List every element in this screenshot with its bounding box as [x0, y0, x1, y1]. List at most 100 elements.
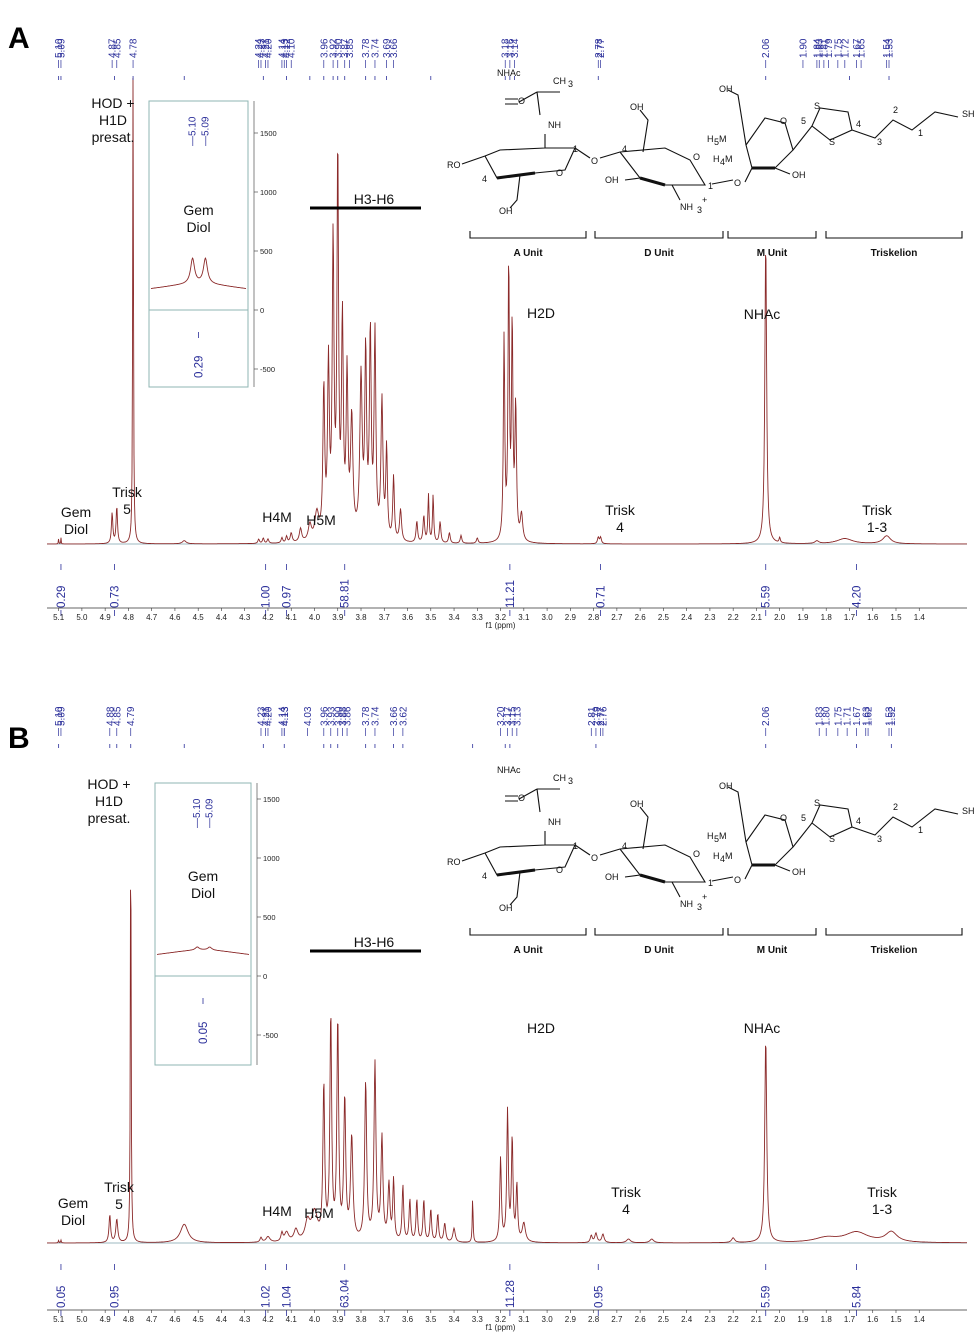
- ch2oh-a: [509, 174, 521, 209]
- annotation-gem-diol: Gem Diol: [61, 504, 91, 537]
- peak-label: 3.86: [343, 706, 354, 726]
- acetyl-bond: [505, 788, 560, 813]
- x-tick-label: 5.0: [76, 1315, 88, 1324]
- panel-label: A: [8, 22, 30, 55]
- peak-label: 3.74: [370, 38, 381, 58]
- peak-label: 4.23: [256, 38, 267, 58]
- ring-a-bold: [496, 868, 536, 877]
- peak-label: 4.87: [108, 38, 119, 58]
- ro-bond: [461, 852, 486, 862]
- label-h4m: H: [713, 851, 720, 861]
- annotation-trisk-5: Trisk 5: [112, 484, 143, 517]
- peak-label: 1.80: [822, 706, 833, 726]
- peak-label: 3.15: [508, 706, 519, 726]
- label-s1: S: [814, 101, 820, 111]
- inset-frame: [154, 782, 252, 1066]
- inset-annotation: Gem Diol: [188, 868, 218, 901]
- label-oh-m2: OH: [792, 170, 806, 180]
- inset-y-tick-label: 500: [263, 913, 276, 922]
- label-d1: 1: [708, 878, 713, 888]
- label-o-ring-a: O: [556, 865, 563, 875]
- label-s2: S: [829, 834, 835, 844]
- o-link-bond: [744, 864, 753, 880]
- peak-label: 2.79: [591, 706, 602, 726]
- peak-label: 3.16: [505, 38, 516, 58]
- glyco-bond-2: [711, 179, 734, 185]
- label-nh3: NH: [680, 899, 693, 909]
- peak-label: 3.78: [361, 706, 372, 726]
- x-tick-label: 3.4: [448, 1315, 460, 1324]
- integral-value: 63.04: [340, 1279, 352, 1308]
- peak-label: 4.79: [126, 706, 137, 726]
- peak-label: 3.18: [501, 38, 512, 58]
- peak-label: 1.83: [815, 706, 826, 726]
- x-tick-label: 1.6: [867, 1315, 879, 1324]
- x-tick-label: 2.3: [704, 613, 716, 622]
- x-tick-label: 4.0: [309, 1315, 321, 1324]
- peak-label: 2.81: [587, 706, 598, 726]
- inset-y-tick-label: 0: [263, 972, 267, 981]
- label-s2: S: [829, 137, 835, 147]
- label-h5m-sub: 5: [714, 834, 719, 844]
- x-tick-label: 4.8: [123, 1315, 135, 1324]
- x-tick-label: 1.4: [914, 613, 926, 622]
- x-tick-label: 4.3: [239, 613, 251, 622]
- peak-label: 1.71: [843, 706, 854, 726]
- peak-label: 4.21: [261, 706, 272, 726]
- peak-label: 1.67: [852, 706, 863, 726]
- x-tick-label: 4.9: [100, 613, 112, 622]
- label-nh3-sup: +: [702, 892, 707, 902]
- integral-value: 5.84: [851, 1285, 863, 1308]
- x-tick-label: 4.6: [169, 613, 181, 622]
- annotation-h5m: H5M: [304, 1205, 334, 1221]
- x-tick-label: 3.7: [379, 1315, 391, 1324]
- peak-label: 4.20: [263, 38, 274, 58]
- inset-y-tick-label: -500: [260, 365, 275, 374]
- label-nh3-sub: 3: [697, 902, 702, 912]
- annotation-h2d: H2D: [527, 305, 555, 321]
- peak-label: 3.17: [503, 706, 514, 726]
- label-h4m-sub: 4: [720, 854, 725, 864]
- x-tick-label: 3.6: [402, 1315, 414, 1324]
- peak-label: 1.83: [815, 38, 826, 58]
- peak-label: 1.62: [864, 706, 875, 726]
- x-tick-label: 3.1: [518, 1315, 530, 1324]
- peak-label: 4.03: [303, 706, 314, 726]
- x-tick-label: 3.3: [472, 613, 484, 622]
- x-tick-label: 3.9: [332, 1315, 344, 1324]
- inset-y-tick-label: 1000: [260, 188, 277, 197]
- label-nhac: NHAc: [497, 765, 521, 775]
- label-o-glyco-1: O: [591, 156, 598, 166]
- inset-y-tick-label: -500: [263, 1031, 278, 1040]
- oh-m-bond: [774, 864, 791, 872]
- label-sh: SH: [962, 109, 975, 119]
- peak-label: 1.65: [857, 38, 868, 58]
- peak-label: 1.53: [885, 706, 896, 726]
- annotation-h3-h6: H3-H6: [354, 934, 395, 950]
- inset-y-tick-label: 0: [260, 306, 264, 315]
- x-tick-label: 2.2: [728, 1315, 740, 1324]
- x-tick-label: 4.4: [216, 1315, 228, 1324]
- x-tick-label: 4.5: [193, 1315, 205, 1324]
- peak-label: 4.13: [280, 706, 291, 726]
- x-tick-label: 2.4: [681, 1315, 693, 1324]
- label-t1: 1: [918, 825, 923, 835]
- x-tick-label: 2.5: [658, 613, 670, 622]
- peak-label: 4.14: [277, 38, 288, 58]
- ring-d-bold: [639, 873, 666, 884]
- x-tick-label: 2.5: [658, 1315, 670, 1324]
- glyco-bond-1: [574, 844, 591, 856]
- x-tick-label: 2.9: [565, 1315, 577, 1324]
- annotation-h5m: H5M: [306, 512, 336, 528]
- label-s1: S: [814, 798, 820, 808]
- x-tick-label: 3.4: [448, 613, 460, 622]
- inset-integral: 0.29: [194, 356, 206, 378]
- unit-bracket: [594, 928, 724, 936]
- spectrum-trace: [47, 77, 967, 545]
- peak-label: 1.53: [885, 38, 896, 58]
- x-tick-label: 2.8: [588, 1315, 600, 1324]
- integral-value: 1.04: [282, 1285, 294, 1308]
- x-tick-label: 4.2: [262, 613, 274, 622]
- annotation-nhac: NHAc: [744, 306, 781, 322]
- integral-value: 11.21: [505, 580, 517, 608]
